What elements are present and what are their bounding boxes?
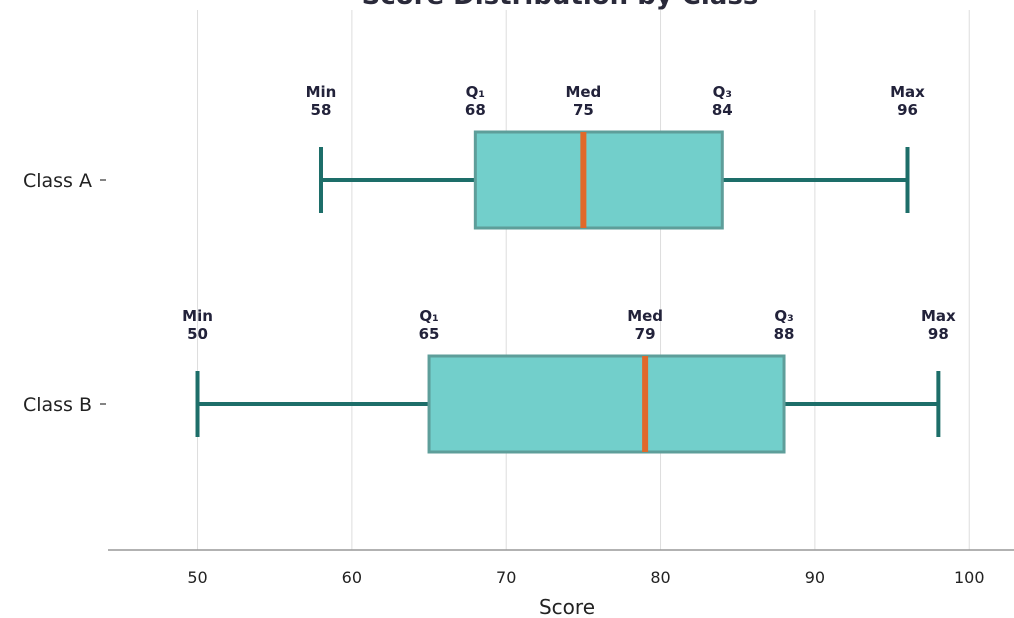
x-axis-title: Score xyxy=(539,595,595,618)
y-axis-categories: Class A Class B xyxy=(23,170,106,416)
stat-label-q3: Q₃ xyxy=(774,307,793,325)
stat-label-median: Med xyxy=(565,83,601,101)
stat-value-q3: 88 xyxy=(774,325,795,343)
stat-label-median: Med xyxy=(627,307,663,325)
chart-title: Score Distribution by Class xyxy=(362,0,759,11)
stat-value-max: 98 xyxy=(928,325,949,343)
x-tick-label: 100 xyxy=(954,568,985,587)
stat-value-median: 79 xyxy=(635,325,656,343)
stat-label-max: Max xyxy=(890,83,925,101)
stat-label-max: Max xyxy=(921,307,956,325)
stat-label-q1: Q₁ xyxy=(466,83,485,101)
iqr-box xyxy=(427,354,786,454)
stat-label-q1: Q₁ xyxy=(419,307,438,325)
box-plots: Min58Q₁68Med75Q₃84Max96Min50Q₁65Med79Q₃8… xyxy=(182,83,956,454)
stat-value-min: 58 xyxy=(311,101,332,119)
stat-value-q1: 65 xyxy=(419,325,440,343)
x-tick-label: 50 xyxy=(187,568,207,587)
stat-label-min: Min xyxy=(306,83,337,101)
x-tick-label: 80 xyxy=(650,568,670,587)
grid-lines xyxy=(197,10,970,550)
x-tick-label: 70 xyxy=(496,568,516,587)
x-axis-ticks: 50 60 70 80 90 100 xyxy=(187,568,984,587)
stat-value-max: 96 xyxy=(897,101,918,119)
stat-value-median: 75 xyxy=(573,101,594,119)
x-tick-label: 90 xyxy=(805,568,825,587)
stat-label-min: Min xyxy=(182,307,213,325)
stat-value-q1: 68 xyxy=(465,101,486,119)
y-category-label: Class A xyxy=(23,170,92,192)
stat-label-q3: Q₃ xyxy=(713,83,732,101)
stat-value-min: 50 xyxy=(187,325,208,343)
iqr-box xyxy=(473,130,724,230)
x-tick-label: 60 xyxy=(342,568,362,587)
y-category-label: Class B xyxy=(23,394,92,416)
stat-value-q3: 84 xyxy=(712,101,733,119)
